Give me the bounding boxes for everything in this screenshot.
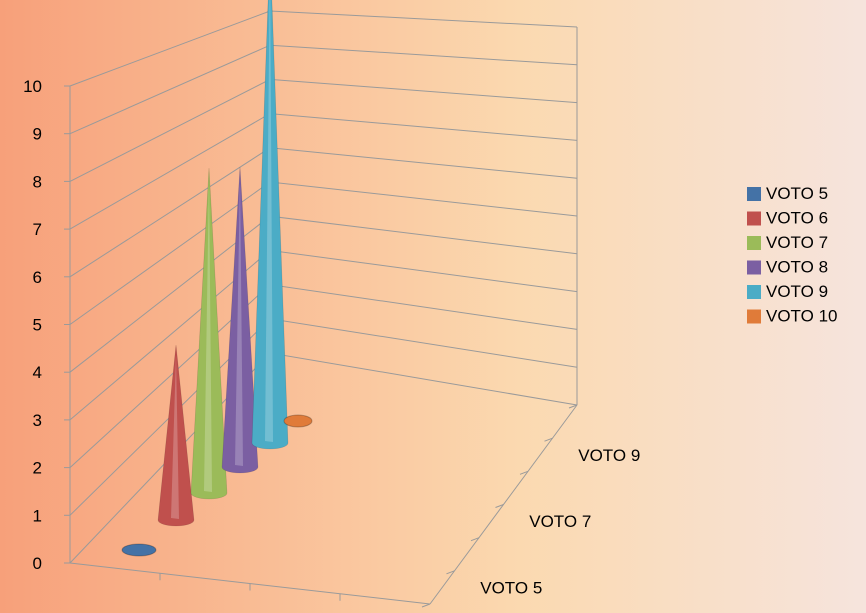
- cone-bar: [190, 167, 228, 500]
- cone-body: [251, 0, 289, 450]
- legend-swatch: [747, 236, 761, 250]
- cone-base: [121, 543, 157, 557]
- legend-label: VOTO 10: [766, 307, 838, 326]
- y-tick-label: 3: [33, 411, 42, 430]
- depth-tick: [519, 470, 529, 475]
- y-tick-label: 6: [33, 268, 42, 287]
- cone-highlight: [265, 0, 273, 442]
- y-tick-label: 1: [33, 506, 42, 525]
- depth-tick: [544, 437, 553, 442]
- depth-tick: [421, 603, 431, 608]
- y-tick-label: 9: [33, 125, 42, 144]
- depth-tick-label: VOTO 7: [529, 512, 591, 531]
- cone-bar: [251, 0, 289, 450]
- legend-label: VOTO 6: [766, 209, 828, 228]
- y-tick-label: 5: [33, 316, 42, 335]
- cone-bar: [221, 166, 259, 474]
- legend-swatch: [747, 211, 761, 226]
- cone-highlight: [235, 177, 243, 466]
- depth-tick: [446, 570, 455, 575]
- cone-body: [190, 167, 228, 500]
- y-tick-label: 8: [33, 172, 42, 191]
- y-tick-label: 4: [33, 363, 42, 382]
- legend-swatch: [747, 260, 761, 275]
- depth-tick: [568, 404, 578, 409]
- legend-label: VOTO 7: [766, 233, 828, 252]
- cone-base: [283, 414, 313, 428]
- y-tick-label: 7: [33, 220, 42, 239]
- legend-label: VOTO 8: [766, 258, 828, 277]
- cone-highlight: [171, 355, 179, 519]
- depth-tick: [470, 537, 480, 542]
- y-tick-label: 2: [33, 459, 42, 478]
- cone-body: [221, 166, 259, 474]
- legend-swatch: [747, 309, 761, 324]
- y-tick-label: 10: [23, 77, 42, 96]
- y-tick-label: 0: [33, 554, 42, 573]
- depth-tick: [495, 504, 504, 508]
- cone-bar: [157, 344, 195, 527]
- cone-highlight: [204, 178, 212, 492]
- legend-swatch: [747, 187, 761, 201]
- legend-label: VOTO 5: [766, 184, 828, 203]
- legend-label: VOTO 9: [766, 282, 828, 301]
- cone-body: [157, 344, 195, 527]
- depth-tick-label: VOTO 5: [480, 578, 542, 597]
- legend-swatch: [747, 285, 761, 299]
- depth-tick-label: VOTO 9: [578, 446, 640, 465]
